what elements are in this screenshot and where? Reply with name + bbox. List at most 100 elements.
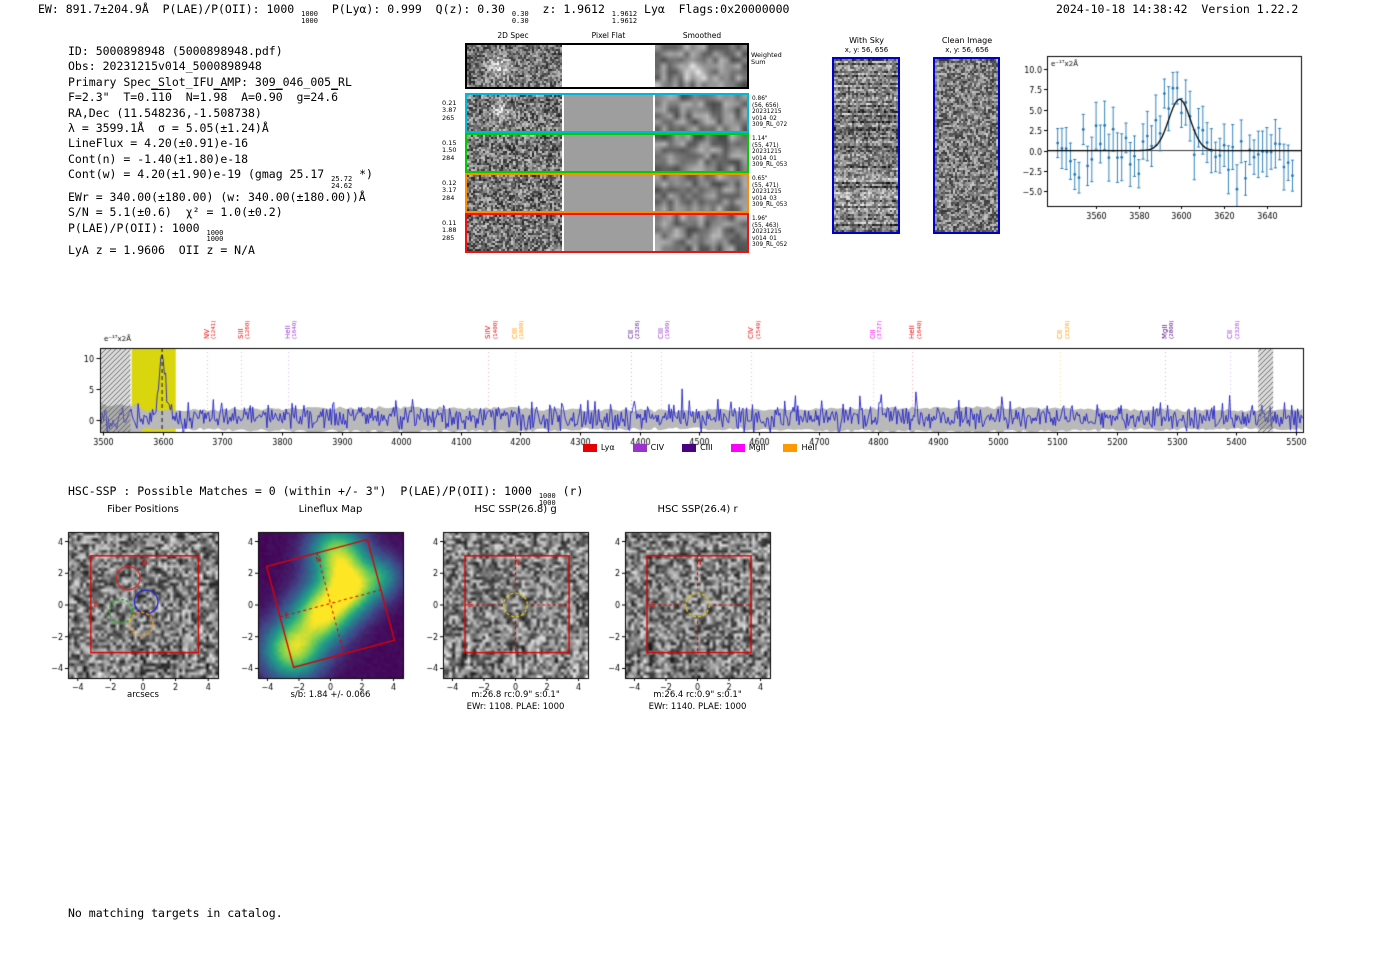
fraction-top: 1000 <box>301 10 318 18</box>
text-segment: Cont(n) = -1.40(±1.80)e-18 <box>68 151 249 166</box>
text-line: P(LAE)/P(OII): 1000 1000 1000 <box>68 221 373 244</box>
text-segment: z: 1.9612 <box>528 2 612 16</box>
text-segment: Obs: 20231215v014_5000898948 <box>68 59 262 74</box>
hsc-g-caption-1: m:26.8 rc:0.9" s:0.1" <box>471 690 560 700</box>
fraction-bottom: 0.30 <box>511 16 529 25</box>
with-sky-title: With Sky <box>849 36 884 45</box>
text-segment: LyA z = 1.9606 OII z = N/A <box>68 243 255 258</box>
header-date-version: 2024-10-18 14:38:42 Version 1.22.2 <box>1056 2 1299 16</box>
row-left-value: 284 <box>442 153 455 162</box>
spec2d-row-2dspec-image <box>467 215 562 251</box>
text-line: λ = 3599.1Å σ = 5.05(±1.24)Å <box>68 121 373 136</box>
row-right-value: 20231215 <box>752 109 782 116</box>
row-left-value: 1.88 <box>442 226 457 235</box>
row-right-value: v014_01 <box>752 235 777 242</box>
row-left-value: 284 <box>442 193 455 202</box>
text-segment: RA,Dec (11.548236,-1.508738) <box>68 105 262 120</box>
lineflux-map-caption: s/b: 1.84 +/- 0.066 <box>290 690 371 700</box>
lineflux-map-panel <box>230 522 409 698</box>
spec2d-row-smoothed-image <box>655 215 747 251</box>
text-line: S/N = 5.1(±0.6) χ² = 1.0(±0.2) <box>68 205 373 220</box>
weighted-label-line1: Weighted <box>751 51 782 59</box>
spec2d-row <box>465 93 749 133</box>
spec2d-row-2dspec-image <box>467 135 562 171</box>
text-segment: N=1. <box>171 90 214 105</box>
with-sky-image <box>834 59 898 232</box>
stacked-fraction: 1000 1000 <box>301 11 318 25</box>
clean-image-coords: x, y: 56, 656 <box>945 46 989 54</box>
text-segment: (r) <box>555 484 584 498</box>
row-right-value: 1.14" <box>752 136 768 142</box>
row-right-value: 309_RL_052 <box>752 242 788 249</box>
hsc-g-panel <box>415 522 594 698</box>
spec2d-row-pixelflat-image <box>562 135 655 171</box>
text-segment: λ = 3599.1Å σ = 5.05(±1.24)Å <box>68 121 269 136</box>
hsc-g-caption-2: EWr: 1108. PLAE: 1000 <box>466 702 565 712</box>
spec2d-row-right-labels: 0.65" (55, 471) 20231215 v014_03 309_RL_053 <box>752 176 796 209</box>
lineflux-map-title: Lineflux Map <box>298 504 363 515</box>
row-left-value: 3.87 <box>442 106 457 115</box>
text-line: LyA z = 1.9606 OII z = N/A <box>68 243 373 258</box>
spec2d-row-right-labels: 0.86" (56, 656) 20231215 v014_02 309_RL_072 <box>752 96 796 129</box>
column-title-smoothed: Smoothed <box>682 31 722 40</box>
fraction-bottom: 1000 <box>538 498 556 507</box>
spec2d-row-2dspec-image <box>467 95 562 131</box>
fraction-top: 1000 <box>538 492 556 500</box>
text-segment: *) <box>352 167 373 182</box>
overlined-text: 98 <box>213 90 228 105</box>
row-right-value: v014_03 <box>752 195 777 202</box>
legend-color-swatch <box>783 443 798 452</box>
clean-image <box>935 59 998 232</box>
spec2d-row <box>465 173 749 213</box>
hsc-ssp-summary-line: HSC-SSP : Possible Matches = 0 (within +… <box>68 484 583 507</box>
row-right-value: 0.65" <box>752 176 768 182</box>
spec2d-row-left-labels: 0.15 1.50 284 <box>442 139 464 162</box>
text-line: Cont(w) = 4.20(±1.90)e-19 (gmag 25.17 25… <box>68 167 373 190</box>
text-line: EWr = 340.00(±180.00) (w: 340.00(±180.00… <box>68 190 373 205</box>
legend-color-swatch <box>730 443 745 452</box>
text-segment: P(LAE)/P(OII): 1000 <box>68 220 207 235</box>
legend-color-swatch <box>682 443 697 452</box>
row-right-value: v014_01 <box>752 155 777 162</box>
spec2d-row-right-labels: 1.14" (55, 471) 20231215 v014_01 309_RL_053 <box>752 136 796 169</box>
spec2d-row <box>465 213 749 253</box>
fraction-top: 0.30 <box>511 10 529 18</box>
legend-item: Lyα <box>582 443 615 452</box>
spectrum-line-legend: Lyα CIV CIII MgII HeII <box>100 443 1300 452</box>
legend-label: Lyα <box>600 443 615 452</box>
text-line: Primary Spec_Slot_IFU_AMP: 309_046_005_R… <box>68 75 373 90</box>
spec2d-row-left-labels: 0.11 1.88 285 <box>442 219 464 242</box>
clean-image-title: Clean Image <box>941 36 993 45</box>
legend-label: CIII <box>700 443 713 452</box>
fraction-top: 1000 <box>206 228 224 237</box>
stacked-fraction: 1.9612 1.9612 <box>612 11 637 25</box>
with-sky-coords: x, y: 56, 656 <box>844 46 889 54</box>
text-segment: EW: 891.7±204.9Å P(LAE)/P(OII): 1000 <box>38 2 302 16</box>
text-segment: S/N = 5.1(±0.6) χ² = 1.0(±0.2) <box>68 205 283 220</box>
stacked-fraction: 0.30 0.30 <box>512 11 529 25</box>
legend-item: CIV <box>632 443 664 452</box>
clean-image-frame <box>933 57 1000 234</box>
row-right-value: 1.96" <box>752 216 768 222</box>
fraction-top: 1.9612 <box>611 10 638 18</box>
stacked-fraction: 1000 1000 <box>206 228 224 244</box>
row-right-value: 20231215 <box>752 189 782 196</box>
text-segment: A=0. <box>227 90 269 105</box>
hsc-g-title: HSC SSP(26.8) g <box>474 504 557 515</box>
text-segment: ID: 5000898948 (5000898948.pdf) <box>68 44 283 58</box>
legend-label: MgII <box>748 443 766 452</box>
fiber-positions-panel <box>40 522 224 698</box>
legend-item: HeII <box>783 443 817 452</box>
with-sky-image-frame <box>832 57 900 234</box>
spec2d-row-pixelflat-image <box>562 175 655 211</box>
spec2d-row-smoothed-image <box>655 95 747 131</box>
text-line: Cont(n) = -1.40(±1.80)e-18 <box>68 152 373 167</box>
weighted-pixelflat-image <box>562 45 655 87</box>
footer-line-1: No matching targets in catalog. <box>68 905 283 920</box>
row-right-value: (55, 471) <box>752 142 779 149</box>
row-right-value: 309_RL_053 <box>752 202 788 209</box>
fraction-bottom: 1000 <box>301 16 318 25</box>
stacked-fraction: 1000 1000 <box>539 493 556 507</box>
row-left-value: 285 <box>442 233 455 242</box>
column-title-pixel-flat: Pixel Flat <box>591 31 626 40</box>
